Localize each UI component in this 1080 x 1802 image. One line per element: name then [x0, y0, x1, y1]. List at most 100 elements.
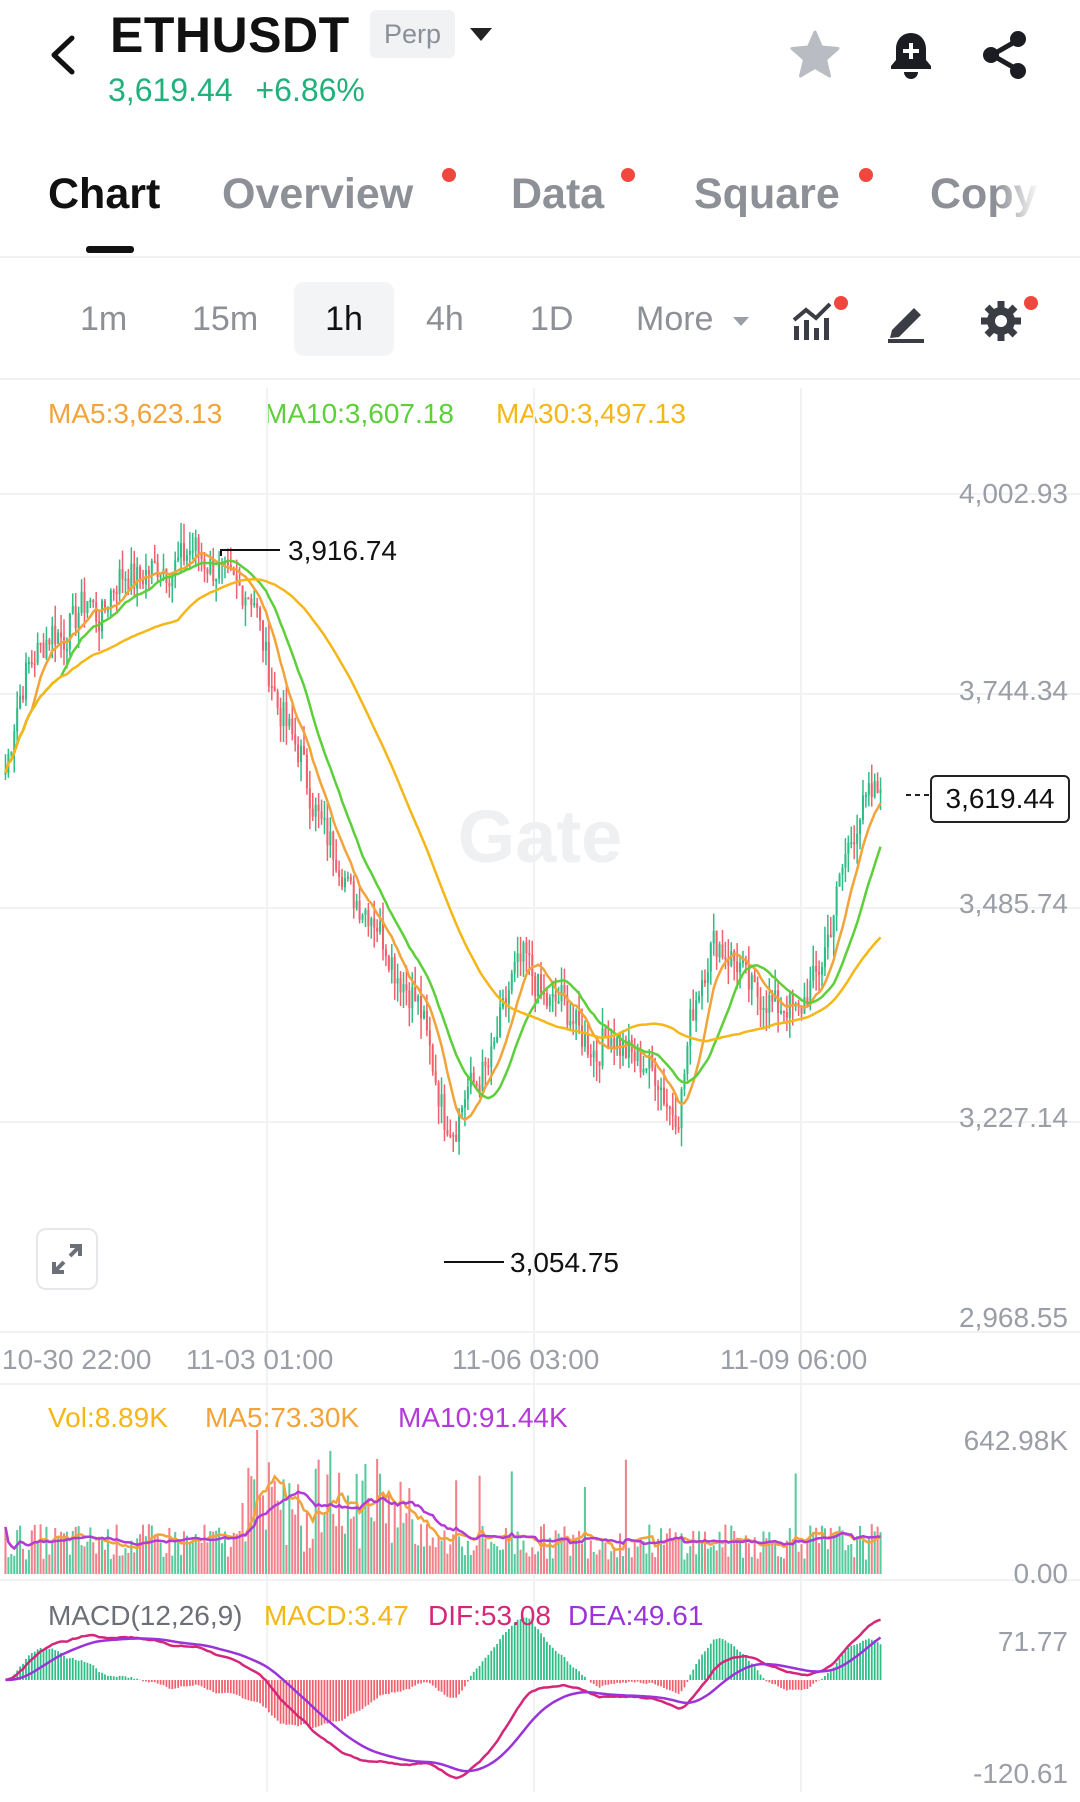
volume-bar: [92, 1542, 95, 1574]
macd-histogram-bar: [777, 1680, 779, 1687]
volume-bar: [434, 1547, 437, 1574]
macd-histogram-bar: [625, 1680, 627, 1683]
macd-histogram-bar: [98, 1672, 100, 1680]
tab-square[interactable]: Square: [694, 170, 840, 218]
volume-bar: [370, 1517, 373, 1574]
tab-overview[interactable]: Overview: [222, 170, 414, 218]
more-intervals-button[interactable]: More: [636, 300, 749, 339]
macd-histogram-bar: [557, 1653, 560, 1680]
interval-1m[interactable]: 1m: [80, 300, 128, 338]
candle-body: [302, 745, 306, 755]
volume-bar: [528, 1556, 531, 1574]
volume-bar: [654, 1557, 657, 1574]
volume-bar: [706, 1548, 709, 1574]
interval-1h[interactable]: 1h: [294, 282, 394, 356]
volume-bar: [19, 1525, 22, 1574]
macd-histogram-bar: [829, 1670, 832, 1680]
volume-bar: [499, 1550, 502, 1574]
volume-bar: [598, 1549, 601, 1574]
macd-histogram-bar: [742, 1653, 744, 1680]
tab-copy[interactable]: Copy: [930, 170, 1038, 218]
symbol-title[interactable]: ETHUSDT: [110, 7, 350, 63]
indicators-icon[interactable]: [790, 298, 836, 344]
interval-15m[interactable]: 15m: [192, 300, 259, 338]
data-notification-dot: [621, 168, 635, 182]
candle-body: [747, 964, 750, 990]
macd-histogram-bar: [502, 1634, 504, 1680]
ma30-line: [4, 577, 882, 1043]
candle-body: [616, 1037, 619, 1050]
volume-bar: [463, 1555, 466, 1574]
volume-bar: [215, 1530, 218, 1574]
volume-bar: [695, 1554, 698, 1574]
macd-histogram-bar: [876, 1642, 879, 1680]
bell-plus-icon[interactable]: [884, 28, 938, 82]
candle-body: [621, 1041, 625, 1056]
ma10-value: MA10:3,607.18: [264, 398, 454, 429]
volume-bar: [83, 1546, 86, 1574]
macd-histogram-bar: [548, 1644, 551, 1680]
candle-body: [147, 570, 150, 575]
interval-1d[interactable]: 1D: [530, 300, 574, 338]
macd-histogram-bar: [326, 1680, 329, 1724]
volume-bar: [180, 1554, 183, 1574]
macd-histogram-bar: [736, 1649, 739, 1680]
volume-bar: [563, 1526, 566, 1574]
volume-bar: [736, 1537, 739, 1574]
macd-histogram-bar: [695, 1664, 698, 1680]
volume-bar: [27, 1549, 30, 1574]
tab-chart[interactable]: Chart: [48, 170, 161, 218]
overview-notification-dot: [442, 168, 456, 182]
macd-histogram-bar: [267, 1680, 270, 1713]
volume-bar: [616, 1557, 619, 1574]
candle-body: [519, 953, 522, 962]
settings-notification-dot: [1024, 296, 1038, 310]
volume-bar: [645, 1553, 648, 1574]
volume-bar: [774, 1542, 777, 1574]
volume-bar: [162, 1556, 165, 1574]
volume-bar: [4, 1526, 7, 1574]
candle-body: [390, 957, 393, 970]
candle-body: [349, 876, 352, 882]
tabs-divider: [0, 256, 1080, 258]
candle-body: [812, 966, 815, 981]
volume-bar: [671, 1540, 674, 1574]
volume-bars-group: [4, 1430, 882, 1574]
settings-gear-icon[interactable]: [978, 298, 1024, 344]
draw-pencil-icon[interactable]: [884, 298, 930, 344]
volume-bar: [177, 1541, 180, 1574]
volume-bar: [519, 1549, 522, 1574]
expand-chart-button[interactable]: [36, 1228, 98, 1290]
candle-body: [136, 566, 139, 589]
macd-histogram-bar: [247, 1680, 250, 1701]
volume-bar: [7, 1557, 10, 1574]
candle-body: [545, 993, 548, 1006]
symbol-dropdown-icon[interactable]: [470, 28, 492, 41]
star-icon[interactable]: [788, 28, 842, 82]
macd-histogram-bar: [127, 1677, 130, 1680]
candle-body: [446, 1130, 449, 1135]
share-icon[interactable]: [978, 28, 1032, 82]
volume-bar: [326, 1474, 329, 1574]
candle-body: [466, 1086, 469, 1100]
volume-bar: [815, 1527, 818, 1574]
candle-body: [856, 833, 859, 844]
candle-body: [399, 978, 402, 993]
volume-bar: [393, 1501, 396, 1574]
candle-body: [343, 878, 346, 888]
volume-bar: [21, 1548, 25, 1574]
volume-bar: [346, 1495, 349, 1574]
candle-body: [346, 876, 349, 879]
candle-body: [10, 752, 13, 755]
tab-data[interactable]: Data: [511, 170, 605, 218]
interval-4h[interactable]: 4h: [426, 300, 464, 338]
volume-bar: [469, 1554, 472, 1574]
back-arrow-icon[interactable]: [44, 30, 84, 80]
candle-body: [879, 789, 882, 794]
macd-histogram-bar: [408, 1680, 411, 1690]
macd-histogram-bar: [469, 1675, 472, 1680]
volume-bar: [870, 1524, 873, 1574]
macd-histogram-bar: [349, 1680, 352, 1714]
volume-bar: [209, 1531, 212, 1574]
